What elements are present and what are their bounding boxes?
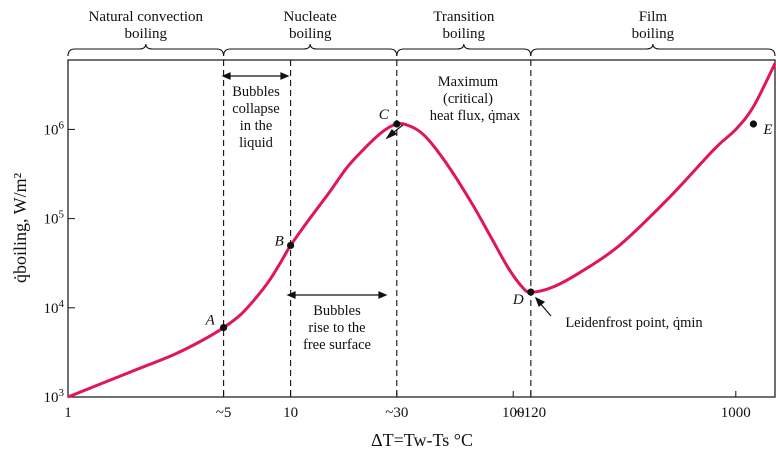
x-tick-label: ~5 xyxy=(216,405,232,421)
x-tick-label: 10 xyxy=(283,405,298,421)
x-axis-title: ΔT=Tw-Ts °C xyxy=(371,430,473,450)
x-axis-ticks: 1 ~5 10 ~30 100~120 1000 xyxy=(64,391,751,421)
x-tick-label: ~120 xyxy=(516,405,547,421)
annotation-collapse-3: in the xyxy=(240,118,273,134)
point-label-d: D xyxy=(512,292,524,308)
arrowhead xyxy=(385,129,398,140)
point-marker-a xyxy=(219,323,228,332)
annotation-collapse-2: collapse xyxy=(232,101,280,117)
regime-brace xyxy=(396,43,532,57)
annotation-rise-2: rise to the xyxy=(308,320,365,336)
point-marker-c xyxy=(393,120,401,128)
regime-label: Transition xyxy=(433,9,495,25)
x-tick-label: 1000 xyxy=(721,405,751,421)
regime-label: boiling xyxy=(632,26,675,42)
x-tick-label: 1 xyxy=(64,405,72,421)
annotation-arrows xyxy=(221,72,552,317)
annotation-collapse-4: liquid xyxy=(239,135,274,151)
point-label-a: A xyxy=(205,313,216,329)
arrowhead xyxy=(286,291,296,299)
y-axis-ticks: 103 104 105 106 xyxy=(44,119,75,406)
y-tick-label: 104 xyxy=(44,298,65,317)
annotation-leidenfrost: Leidenfrost point, q̇min xyxy=(565,315,703,331)
annotation-chf-3: heat flux, q̇max xyxy=(430,108,521,124)
x-tick-label: 100 xyxy=(502,405,525,421)
curve-points: A B C D E xyxy=(205,107,773,332)
point-marker-e xyxy=(749,120,758,128)
regime-boundaries xyxy=(223,60,532,397)
annotation-collapse-1: Bubbles xyxy=(232,84,280,100)
arrowhead xyxy=(534,296,546,307)
annotations: Bubbles collapse in the liquid Bubbles r… xyxy=(232,74,703,353)
annotation-chf-1: Maximum xyxy=(438,74,499,90)
x-tick-label: ~30 xyxy=(385,405,408,421)
point-marker-d xyxy=(527,288,535,296)
regime-brace xyxy=(223,43,398,57)
boiling-curve-line xyxy=(67,62,776,399)
plot-frame xyxy=(67,59,776,398)
regime-label: boiling xyxy=(443,26,486,42)
annotation-rise-3: free surface xyxy=(303,337,371,353)
y-axis-title: q̇boiling, W/m² xyxy=(10,173,30,283)
arrowhead xyxy=(378,291,388,299)
y-tick-label: 103 xyxy=(44,387,65,406)
regime-label: Film xyxy=(639,9,668,25)
regime-headers: Natural convectionboilingNucleateboiling… xyxy=(67,9,776,57)
regime-brace xyxy=(530,43,776,57)
y-tick-label: 106 xyxy=(44,119,65,138)
arrowhead xyxy=(280,72,290,80)
point-label-e: E xyxy=(762,122,772,138)
regime-brace xyxy=(67,43,225,57)
point-label-c: C xyxy=(379,107,390,123)
point-marker-b xyxy=(287,241,295,250)
annotation-rise-1: Bubbles xyxy=(313,303,361,319)
point-label-b: B xyxy=(275,233,284,249)
y-tick-label: 105 xyxy=(44,209,65,228)
regime-label: Nucleate xyxy=(284,9,338,25)
regime-label: Natural convection xyxy=(89,9,204,25)
regime-label: boiling xyxy=(289,26,332,42)
annotation-chf-2: (critical) xyxy=(443,91,493,107)
arrowhead xyxy=(221,72,231,80)
regime-label: boiling xyxy=(125,26,168,42)
